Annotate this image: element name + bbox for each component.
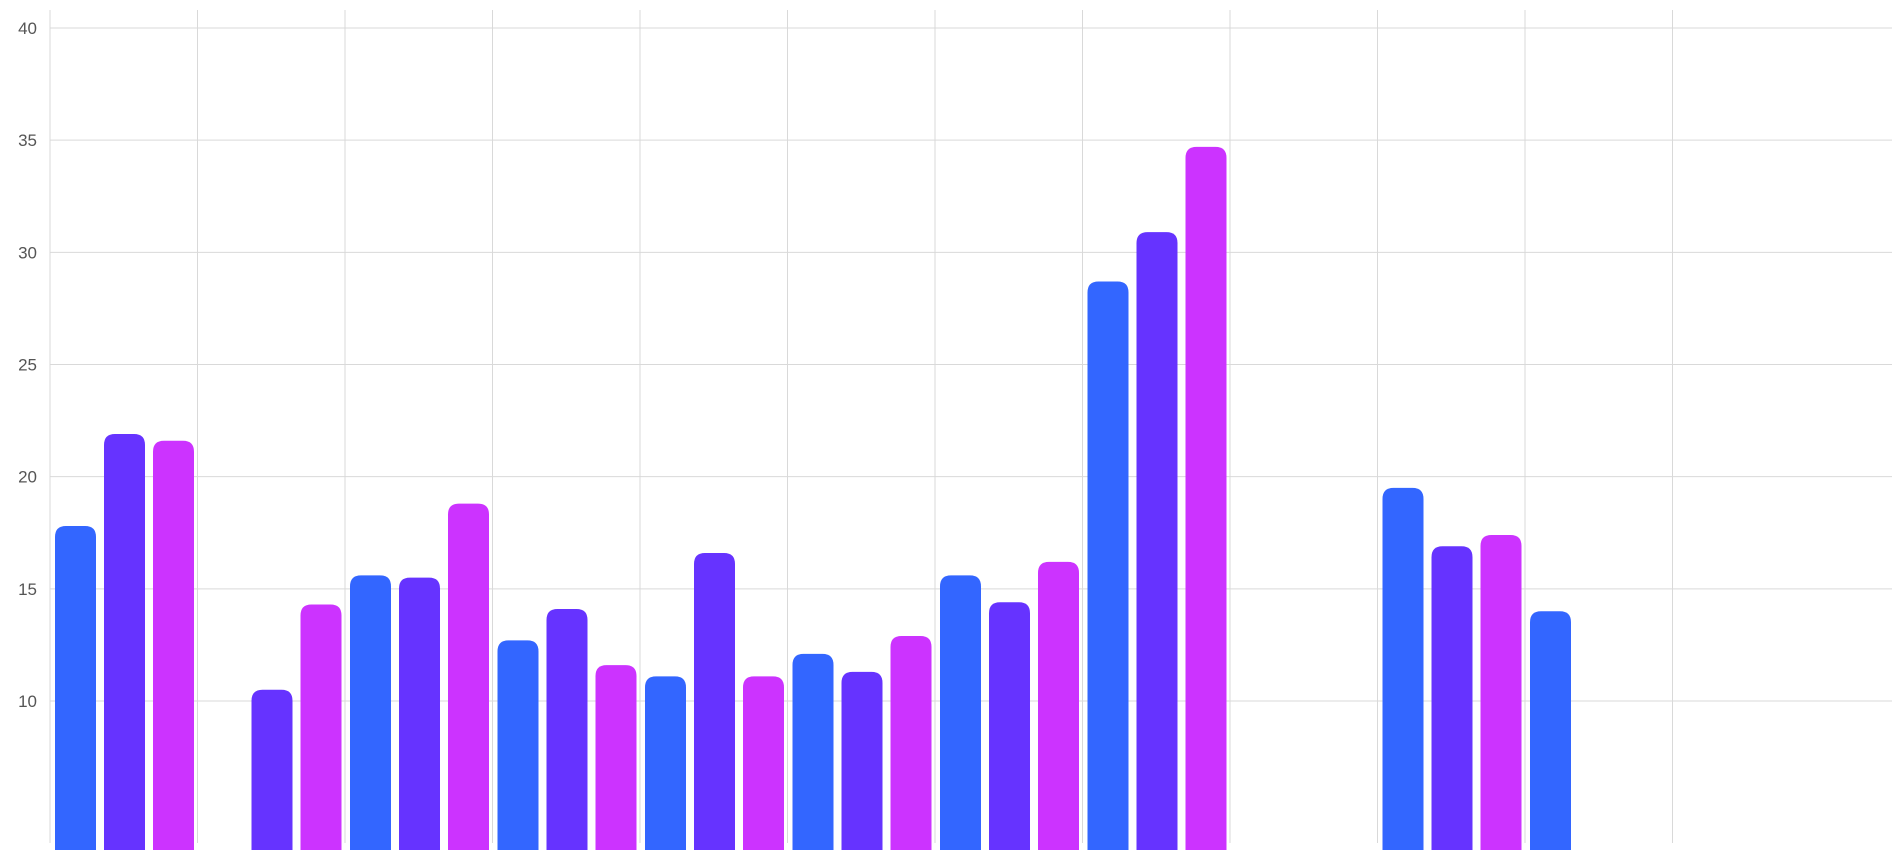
bar [890,635,932,855]
bar [595,665,637,855]
bar [1382,487,1424,855]
bar [251,689,293,855]
bar [940,575,981,855]
bar [1480,534,1522,855]
bar [1038,561,1079,855]
bar [55,526,96,855]
bar [1530,611,1571,855]
y-tick-label: 35 [18,131,37,150]
bar [448,503,489,855]
bar [350,575,391,855]
y-tick-label: 30 [18,243,37,262]
bar [104,434,145,855]
bar [300,604,342,855]
bar [792,653,834,855]
bars [55,146,1571,855]
bar [645,676,686,855]
y-tick-label: 20 [18,468,37,487]
bar [743,676,784,855]
bar [1087,281,1129,855]
y-tick-label: 10 [18,692,37,711]
bar [1185,146,1227,855]
bar [1136,232,1178,855]
y-axis-ticks: 10 15 20 25 30 35 40 [18,19,37,711]
y-tick-label: 40 [18,19,37,38]
bar [399,577,440,855]
bar [497,640,539,855]
bar [153,440,194,855]
y-tick-label: 15 [18,580,37,599]
y-tick-label: 25 [18,356,37,375]
grid [49,10,1892,843]
bar [694,552,735,855]
bar [1431,546,1473,855]
bar [841,671,883,855]
bar [546,609,588,855]
bar [989,602,1030,855]
